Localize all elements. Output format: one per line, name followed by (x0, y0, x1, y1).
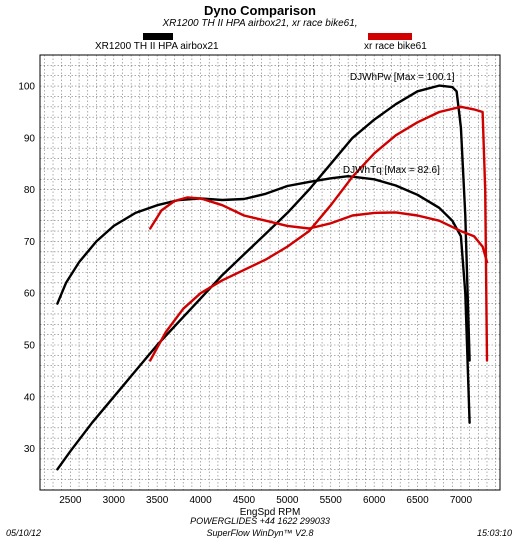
legend-label-series-2: xr race bike61 (364, 41, 427, 52)
x-tick-label: 7000 (450, 495, 473, 506)
x-tick-label: 4500 (233, 495, 256, 506)
legend-swatch-black (143, 33, 173, 40)
y-tick-label: 70 (24, 237, 36, 248)
x-tick-label: 5000 (276, 495, 299, 506)
x-tick-label: 4000 (189, 495, 212, 506)
x-tick-label: 6500 (406, 495, 429, 506)
chart-annotation: DJWhTq [Max = 82.6] (343, 165, 440, 176)
legend-label-series-1: XR1200 TH II HPA airbox21 (95, 41, 219, 52)
x-tick-label: 3000 (103, 495, 126, 506)
y-tick-label: 100 (18, 82, 35, 93)
y-tick-label: 40 (24, 392, 36, 403)
y-tick-label: 60 (24, 289, 36, 300)
footer-time: 15:03:10 (476, 528, 512, 538)
series-line-1 (56, 84, 471, 471)
y-tick-label: 50 (24, 341, 36, 352)
chart-title: Dyno Comparison (204, 3, 316, 18)
plot-frame (39, 54, 501, 491)
y-tick-label: 30 (24, 444, 36, 455)
series-line-2 (56, 175, 471, 424)
x-tick-label: 6000 (363, 495, 386, 506)
chart-subtitle: XR1200 TH II HPA airbox21, xr race bike6… (162, 18, 358, 29)
series-line-4 (149, 196, 489, 264)
footer-company: POWERGLIDES +44 1622 299033 (190, 516, 330, 526)
x-axis-label: EngSpd RPM (240, 507, 301, 518)
y-tick-label: 90 (24, 133, 36, 144)
x-tick-label: 5500 (320, 495, 343, 506)
y-tick-label: 80 (24, 185, 36, 196)
chart-annotation: DJWhPw [Max = 100.1] (350, 72, 455, 83)
footer-date: 05/10/12 (6, 528, 42, 538)
x-tick-label: 2500 (59, 495, 82, 506)
series-line-3 (149, 105, 489, 362)
legend-swatch-red (368, 33, 412, 40)
footer-software: SuperFlow WinDyn™ V2.8 (206, 528, 314, 538)
x-tick-label: 3500 (146, 495, 169, 506)
